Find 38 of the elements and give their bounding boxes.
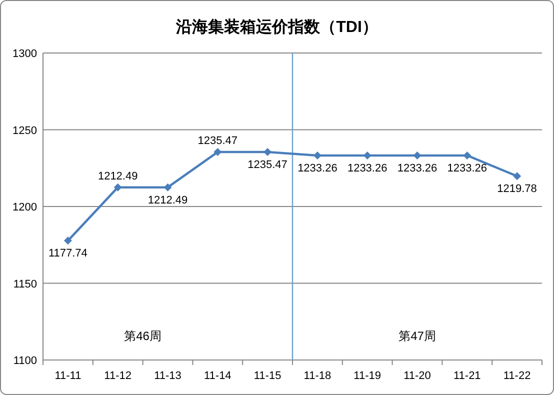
x-tick-label: 11-19	[354, 370, 382, 382]
point	[114, 183, 122, 192]
data-label: 1233.26	[397, 162, 438, 174]
y-tick-label: 1100	[13, 355, 37, 367]
point	[363, 151, 372, 160]
y-tick-label: 1200	[12, 202, 37, 214]
x-tick-label: 11-15	[254, 370, 282, 382]
y-tick-label: 1150	[13, 278, 37, 290]
data-label: 1233.26	[347, 162, 388, 174]
data-label: 1177.74	[48, 248, 88, 260]
x-tick-label: 11-12	[104, 370, 132, 382]
annotation: 第46周	[124, 329, 162, 343]
point	[313, 151, 322, 160]
point	[164, 183, 172, 192]
y-tick-label: 1250	[12, 124, 37, 137]
x-tick-label: 11-13	[154, 370, 182, 382]
data-label: 1219.78	[497, 183, 537, 196]
data-label: 1235.47	[198, 135, 238, 148]
data-label: 1212.49	[148, 194, 188, 206]
data-label: 1233.26	[447, 162, 488, 174]
point	[463, 151, 472, 160]
point	[214, 148, 222, 156]
x-tick-label: 11-22	[503, 370, 531, 382]
x-tick-label: 11-11	[54, 370, 82, 382]
point	[264, 148, 272, 156]
x-tick-label: 11-14	[204, 370, 232, 382]
x-tick-label: 11-21	[453, 370, 481, 382]
point	[413, 151, 422, 160]
point	[513, 172, 522, 180]
chart-title: 沿海集装箱运价指数（TDI）	[175, 18, 378, 36]
data-label: 1235.47	[248, 159, 288, 172]
x-tick-label: 11-20	[404, 370, 431, 382]
data-label: 1212.49	[98, 170, 138, 182]
x-tick-label: 11-18	[304, 370, 332, 382]
point	[64, 236, 72, 245]
data-label: 1233.26	[298, 162, 338, 174]
annotation: 第47周	[398, 329, 436, 343]
y-tick-label: 1300	[12, 48, 37, 60]
